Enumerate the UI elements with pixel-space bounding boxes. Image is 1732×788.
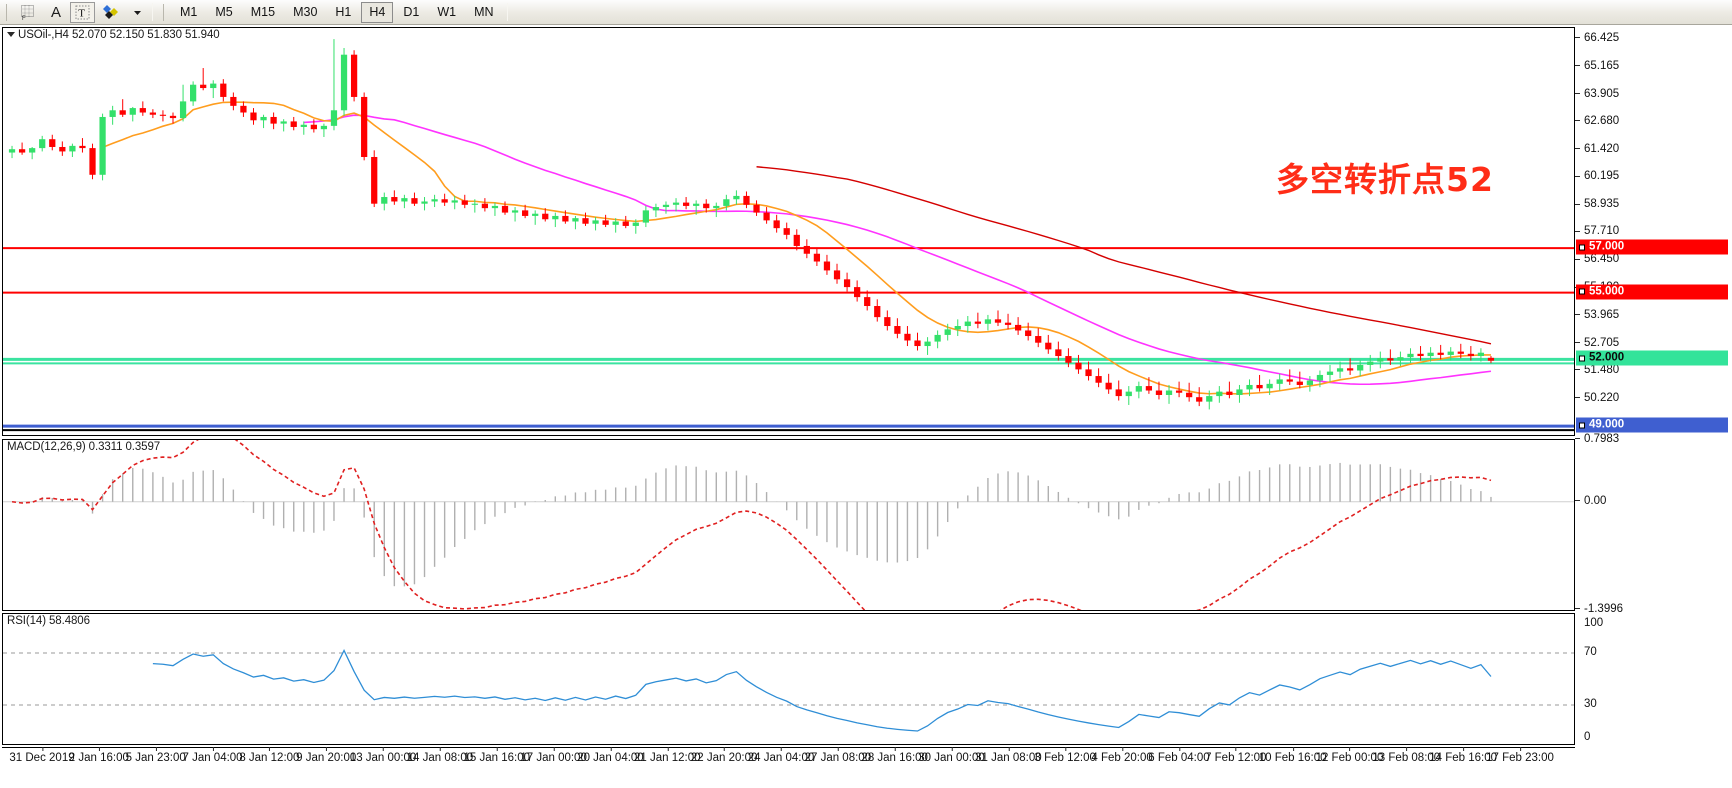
price-axis-tick: 58.935 xyxy=(1575,198,1619,210)
timeframe-w1[interactable]: W1 xyxy=(437,5,457,19)
time-axis-tick: 7 Feb 12:00 xyxy=(1205,747,1266,764)
macd-axis-tick: 0.7983 xyxy=(1575,433,1619,445)
macd-axis-tick: 0.00 xyxy=(1575,495,1606,507)
macd-panel[interactable]: MACD(12,26,9) 0.3311 0.3597 xyxy=(2,439,1575,611)
toolbar-drag-handle[interactable] xyxy=(2,1,12,23)
svg-text:F: F xyxy=(22,16,26,21)
price-level-tag[interactable]: 52.000 xyxy=(1576,350,1728,366)
text-label-glyph: A xyxy=(50,3,61,21)
toolbar-separator xyxy=(152,3,153,21)
timeframe-d1[interactable]: D1 xyxy=(403,5,420,19)
symbol-info-text: USOil-,H4 52.070 52.150 51.830 51.940 xyxy=(18,29,220,41)
time-axis-tick: 24 Jan 04:00 xyxy=(748,747,814,764)
symbol-info-label: USOil-,H4 52.070 52.150 51.830 51.940 xyxy=(7,29,220,41)
time-axis-tick: 27 Jan 08:00 xyxy=(805,747,871,764)
price-level-tag[interactable]: 57.000 xyxy=(1576,239,1728,255)
macd-axis-tick: -1.3996 xyxy=(1575,603,1623,615)
time-axis-tick: 14 Feb 16:00 xyxy=(1429,747,1497,764)
time-axis-tick: 8 Jan 12:00 xyxy=(239,747,299,764)
time-axis[interactable]: 31 Dec 2019 2 Jan 16:00 5 Jan 23:00 7 Jan 0… xyxy=(2,747,1732,771)
rsi-axis-tick: 100 xyxy=(1575,617,1603,629)
price-axis-tick: 50.220 xyxy=(1575,392,1619,404)
time-axis-tick: 9 Jan 20:00 xyxy=(296,747,356,764)
price-axis-tick: 60.195 xyxy=(1575,170,1619,182)
price-axis-tick: 51.480 xyxy=(1575,364,1619,376)
time-axis-tick: 7 Jan 04:00 xyxy=(182,747,243,764)
timeframe-mn[interactable]: MN xyxy=(474,5,494,19)
price-axis-tick: 56.450 xyxy=(1575,253,1619,265)
rsi-label: RSI(14) 58.4806 xyxy=(7,615,90,627)
time-axis-tick: 6 Feb 04:00 xyxy=(1148,747,1210,764)
price-panel[interactable]: USOil-,H4 52.070 52.150 51.830 51.940 xyxy=(2,27,1575,436)
price-axis-tick: 65.165 xyxy=(1575,60,1619,72)
rsi-axis-tick: 30 xyxy=(1575,698,1597,710)
time-axis-tick: 31 Dec 2019 xyxy=(9,747,75,764)
timeframe-h1[interactable]: H1 xyxy=(335,5,352,19)
price-axis-tick: 62.680 xyxy=(1575,115,1619,127)
timeframe-drag-handle[interactable] xyxy=(159,1,169,23)
price-level-tag[interactable]: 55.000 xyxy=(1576,284,1728,300)
time-axis-tick: 10 Feb 16:00 xyxy=(1259,747,1327,764)
timeframe-m5[interactable]: M5 xyxy=(215,5,233,19)
timeframe-h4[interactable]: H4 xyxy=(361,1,394,23)
macd-plot xyxy=(3,440,1574,610)
time-axis-tick: 17 Feb 23:00 xyxy=(1486,747,1554,764)
rsi-plot xyxy=(3,648,1574,732)
time-axis-tick: 17 Jan 00:00 xyxy=(520,747,587,764)
time-axis-tick: 13 Jan 00:00 xyxy=(350,747,416,764)
price-axis-tick: 66.425 xyxy=(1575,32,1619,44)
chevron-down-icon[interactable] xyxy=(128,2,147,23)
price-axis-tick: 53.965 xyxy=(1575,309,1619,321)
timeframe-m15[interactable]: M15 xyxy=(250,5,276,19)
price-axis[interactable]: 66.425 65.165 63.905 62.680 61.420 60.195 58.9… xyxy=(1575,27,1732,436)
time-axis-tick: 21 Jan 12:00 xyxy=(634,747,701,764)
rsi-axis-tick: 0 xyxy=(1575,731,1590,743)
rsi-axis[interactable]: 100 70 30 0 xyxy=(1575,613,1732,745)
timeframe-m30[interactable]: M30 xyxy=(293,5,318,19)
time-axis-tick: 4 Feb 20:00 xyxy=(1091,747,1153,764)
time-axis-tick: 22 Jan 20:00 xyxy=(691,747,757,764)
macd-axis[interactable]: 0.7983 0.00 -1.3996 xyxy=(1575,433,1732,615)
svg-text:T: T xyxy=(78,7,85,19)
toolbar: F A T M1 M5 M15 xyxy=(0,0,1732,25)
time-axis-tick: 12 Feb 00:00 xyxy=(1316,747,1383,764)
time-axis-tick: 5 Jan 23:00 xyxy=(126,747,186,764)
time-axis-tick: 13 Feb 08:00 xyxy=(1372,747,1440,764)
rsi-panel[interactable]: RSI(14) 58.4806 xyxy=(2,613,1575,745)
toolbar-separator-end xyxy=(506,3,508,21)
chart-text-annotation[interactable]: 多空转折点52 xyxy=(1276,160,1494,199)
time-axis-tick: 20 Jan 04:00 xyxy=(577,747,644,764)
shapes-icon[interactable] xyxy=(97,2,126,23)
time-axis-tick: 30 Jan 00:00 xyxy=(918,747,985,764)
price-plot xyxy=(3,39,1574,432)
rsi-axis-tick: 70 xyxy=(1575,646,1597,658)
price-axis-tick: 52.705 xyxy=(1575,337,1619,349)
price-axis-tick: 63.905 xyxy=(1575,88,1619,100)
price-level-tag[interactable]: 49.000 xyxy=(1576,417,1728,433)
symbol-dropdown-icon[interactable] xyxy=(7,32,15,37)
chart-area[interactable]: USOil-,H4 52.070 52.150 51.830 51.940 MA… xyxy=(0,25,1732,788)
price-axis-tick: 61.420 xyxy=(1575,143,1619,155)
text-box-icon[interactable]: T xyxy=(70,1,95,23)
time-axis-tick: 31 Jan 08:00 xyxy=(975,747,1042,764)
macd-label: MACD(12,26,9) 0.3311 0.3597 xyxy=(7,441,161,453)
text-label-icon[interactable]: A xyxy=(44,2,68,23)
time-axis-tick: 15 Jan 16:00 xyxy=(464,747,530,764)
price-axis-tick: 57.710 xyxy=(1575,225,1619,237)
time-axis-tick: 3 Feb 12:00 xyxy=(1035,747,1096,764)
time-axis-tick: 2 Jan 16:00 xyxy=(69,747,129,764)
crosshair-grid-icon[interactable]: F xyxy=(15,2,42,23)
axis-corner xyxy=(1575,747,1732,771)
timeframe-m1[interactable]: M1 xyxy=(180,5,198,19)
time-axis-tick: 14 Jan 08:00 xyxy=(407,747,473,764)
time-axis-tick: 28 Jan 16:00 xyxy=(861,747,928,764)
